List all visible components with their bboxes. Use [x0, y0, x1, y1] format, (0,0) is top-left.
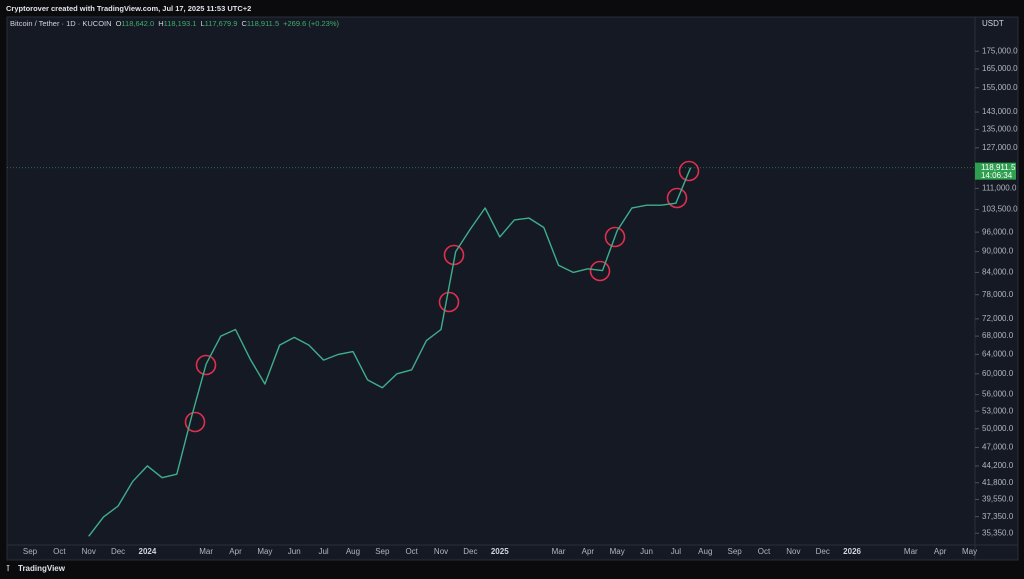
x-tick-label: Sep: [23, 547, 38, 556]
symbol: Bitcoin / Tether · 1D · KUCOIN: [10, 19, 112, 28]
ohlc-key: C: [241, 19, 247, 28]
annotations: [184, 160, 700, 433]
x-tick-label: Mar: [552, 547, 566, 556]
x-tick-label: Nov: [82, 547, 96, 556]
y-tick-label: 143,000.0: [982, 107, 1018, 116]
x-tick-label: Nov: [786, 547, 800, 556]
y-tick-label: 165,000.0: [982, 64, 1018, 73]
y-tick-label: 56,000.0: [982, 390, 1014, 399]
y-tick-label: 90,000.0: [982, 247, 1014, 256]
y-tick-label: 35,350.0: [982, 528, 1014, 537]
circle-marker: [443, 244, 465, 266]
x-tick-label: Aug: [346, 547, 360, 556]
chart-panel: [6, 16, 1019, 561]
x-tick-label: Jul: [318, 547, 328, 556]
circle-marker: [438, 291, 460, 313]
x-tick-label: Dec: [816, 547, 830, 556]
x-tick-label: Jun: [288, 547, 301, 556]
last-price-label: 118,911.5: [981, 163, 1016, 172]
x-tick-label: Oct: [53, 547, 66, 556]
credit: Cryptorover created with TradingView.com…: [6, 4, 251, 13]
x-tick-label: Apr: [229, 547, 242, 556]
ohlc-value: 118,193.1: [164, 19, 197, 28]
ohlc-value: 117,679.9: [205, 19, 238, 28]
symbol-header: Bitcoin / Tether · 1D · KUCOIN O118,642.0…: [10, 19, 340, 28]
x-tick-label: Dec: [111, 547, 125, 556]
x-tick-label: 2025: [491, 547, 509, 556]
y-tick-label: 111,000.0: [982, 184, 1017, 193]
y-tick-label: 72,000.0: [982, 314, 1014, 323]
x-tick-label: 2026: [843, 547, 861, 556]
x-tick-label: Jul: [671, 547, 681, 556]
y-tick-label: 64,000.0: [982, 349, 1014, 358]
y-tick-label: 47,000.0: [982, 443, 1014, 452]
last-price-tag: [975, 162, 1016, 180]
x-tick-label: May: [257, 547, 272, 556]
y-tick-label: 53,000.0: [982, 406, 1014, 415]
y-tick-label: 41,800.0: [982, 478, 1014, 487]
circle-marker: [666, 187, 688, 209]
y-tick-label: 39,550.0: [982, 495, 1014, 504]
currency: USDT: [982, 19, 1004, 28]
x-tick-label: Nov: [434, 547, 448, 556]
x-tick-label: Oct: [758, 547, 771, 556]
circle-marker: [604, 226, 626, 248]
y-tick-label: 155,000.0: [982, 83, 1018, 92]
x-tick-label: 2024: [139, 547, 157, 556]
x-tick-label: May: [962, 547, 977, 556]
ohlc-value: 118,911.5: [247, 19, 279, 28]
circle-marker: [678, 160, 700, 182]
x-tick-label: Jun: [640, 547, 653, 556]
change: +269.6 (+0.23%): [283, 19, 339, 28]
x-tick-label: Apr: [582, 547, 595, 556]
y-tick-label: 50,000.0: [982, 424, 1014, 433]
y-tick-label: 103,500.0: [982, 205, 1018, 214]
price-line: [88, 167, 692, 537]
y-tick-label: 44,200.0: [982, 461, 1014, 470]
y-tick-label: 175,000.0: [982, 46, 1018, 55]
ohlc-key: L: [200, 19, 204, 28]
x-tick-label: Mar: [904, 547, 918, 556]
x-tick-label: Oct: [405, 547, 418, 556]
y-tick-label: 78,000.0: [982, 290, 1014, 299]
ohlc-value: 118,642.0: [121, 19, 154, 28]
y-tick-label: 127,000.0: [982, 143, 1018, 152]
x-tick-label: Sep: [375, 547, 390, 556]
y-tick-label: 37,350.0: [982, 512, 1014, 521]
brand-logo: ⊺: [6, 564, 10, 573]
y-tick-label: 135,000.0: [982, 125, 1018, 134]
y-tick-label: 96,000.0: [982, 227, 1014, 236]
x-tick-label: Sep: [728, 547, 743, 556]
y-tick-label: 68,000.0: [982, 331, 1014, 340]
x-tick-label: Dec: [463, 547, 477, 556]
ohlc-key: O: [116, 19, 122, 28]
brand: TradingView: [18, 564, 66, 573]
x-tick-label: Apr: [934, 547, 947, 556]
y-tick-label: 60,000.0: [982, 369, 1014, 378]
x-tick-label: Mar: [199, 547, 213, 556]
x-tick-label: Aug: [698, 547, 712, 556]
circle-marker: [184, 411, 206, 433]
x-tick-label: May: [610, 547, 625, 556]
y-tick-label: 84,000.0: [982, 268, 1014, 277]
countdown: 14:06:34: [981, 171, 1013, 180]
circle-marker: [589, 260, 611, 282]
ohlc-key: H: [158, 19, 163, 28]
circle-marker: [195, 354, 217, 376]
